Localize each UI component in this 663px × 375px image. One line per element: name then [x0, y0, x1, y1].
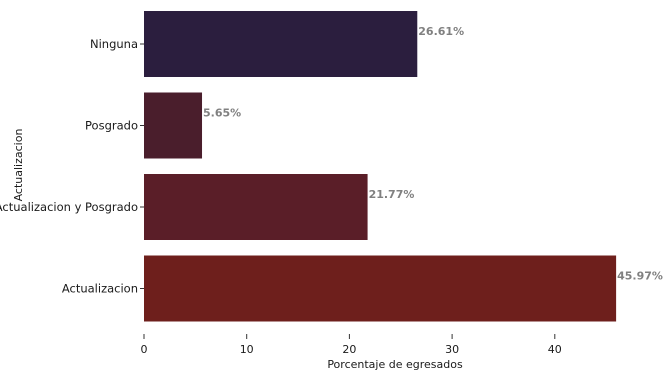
category-label: Actualizacion	[62, 282, 138, 296]
category-label: Ninguna	[90, 37, 138, 51]
value-label: 21.77%	[369, 188, 415, 201]
bar-0	[144, 11, 418, 77]
x-axis: 0 10 20 30 40	[141, 334, 562, 356]
y-axis-title: Actualizacion	[12, 129, 25, 202]
value-label: 5.65%	[203, 107, 241, 120]
category-label: Actualizacion y Posgrado	[0, 200, 138, 214]
bar-2	[144, 174, 368, 240]
x-tick-label: 20	[342, 343, 356, 356]
value-label: 26.61%	[418, 25, 464, 38]
x-tick-label: 30	[445, 343, 459, 356]
value-labels: 26.61% 5.65% 21.77% 45.97%	[203, 25, 663, 283]
bar-3	[144, 255, 617, 322]
bars-layer	[144, 11, 617, 322]
x-tick-label: 40	[548, 343, 562, 356]
category-label: Posgrado	[85, 119, 138, 133]
bar-1	[144, 92, 203, 159]
x-tick-label: 0	[141, 343, 148, 356]
value-label: 45.97%	[617, 270, 663, 283]
x-axis-title: Porcentaje de egresados	[327, 358, 463, 371]
x-tick-label: 10	[240, 343, 254, 356]
